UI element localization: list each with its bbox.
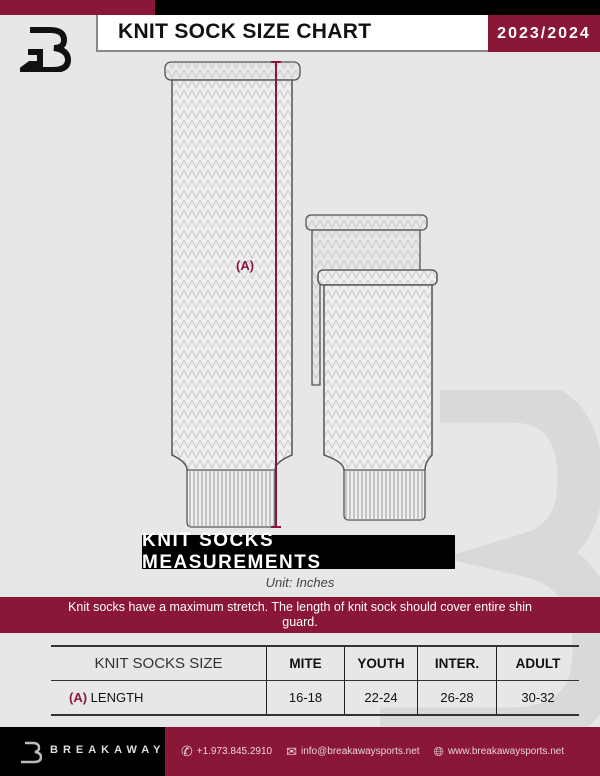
top-accent-bar	[0, 0, 155, 15]
footer-email[interactable]: info@breakawaysports.net	[301, 746, 420, 757]
watermark-logo-icon	[380, 390, 600, 730]
logo-icon	[20, 27, 72, 72]
table-cell: 30-32	[496, 680, 579, 716]
long-sock	[164, 61, 301, 528]
table-header-cell: ADULT	[496, 645, 579, 681]
season-badge: 2023/2024	[488, 15, 600, 52]
mail-icon: ✉	[286, 743, 297, 759]
table-header-cell: KNIT SOCKS SIZE	[51, 645, 267, 681]
row-marker: (A)	[69, 690, 88, 705]
footer-logo-icon	[21, 741, 42, 764]
footer-website[interactable]: www.breakawaysports.net	[447, 746, 565, 757]
measure-label: (A)	[236, 258, 255, 273]
page-title: KNIT SOCK SIZE CHART	[118, 20, 372, 43]
phone-icon: ✆	[181, 743, 193, 759]
table-row: (A) LENGTH 16-18 22-24 26-28 30-32	[51, 680, 579, 716]
top-black-bar	[155, 0, 600, 15]
table-header-row: KNIT SOCKS SIZE MITE YOUTH INTER. ADULT	[51, 645, 579, 681]
table-cell: 16-18	[266, 680, 345, 716]
youth-sock-front	[317, 269, 438, 521]
table-header-cell: MITE	[266, 645, 345, 681]
table-cell: 26-28	[417, 680, 497, 716]
title-box	[96, 15, 488, 52]
measurements-banner: KNIT SOCKS MEASUREMENTS	[142, 530, 455, 573]
footer-contact: ✆ +1.973.845.2910 ✉ info@breakawaysports.n…	[165, 727, 600, 776]
length-measure-line	[271, 61, 281, 528]
table-header-cell: YOUTH	[344, 645, 418, 681]
unit-label: Unit: Inches	[265, 575, 335, 590]
youth-sock-back	[305, 214, 428, 386]
table-header-cell: INTER.	[417, 645, 497, 681]
row-label-cell: (A) LENGTH	[51, 680, 267, 716]
row-label: LENGTH	[90, 690, 144, 705]
footer-brand: BREAKAWAY	[50, 744, 166, 756]
footer-phone[interactable]: +1.973.845.2910	[196, 746, 273, 757]
note-text: Knit socks have a maximum stretch. The l…	[68, 600, 532, 629]
sock-diagram	[164, 61, 438, 528]
size-table: KNIT SOCKS SIZE MITE YOUTH INTER. ADULT …	[51, 645, 579, 716]
note-band: Knit socks have a maximum stretch. The l…	[0, 597, 600, 633]
footer-brand-area	[0, 727, 165, 776]
globe-icon: 🌐︎	[433, 743, 444, 759]
table-cell: 22-24	[344, 680, 418, 716]
